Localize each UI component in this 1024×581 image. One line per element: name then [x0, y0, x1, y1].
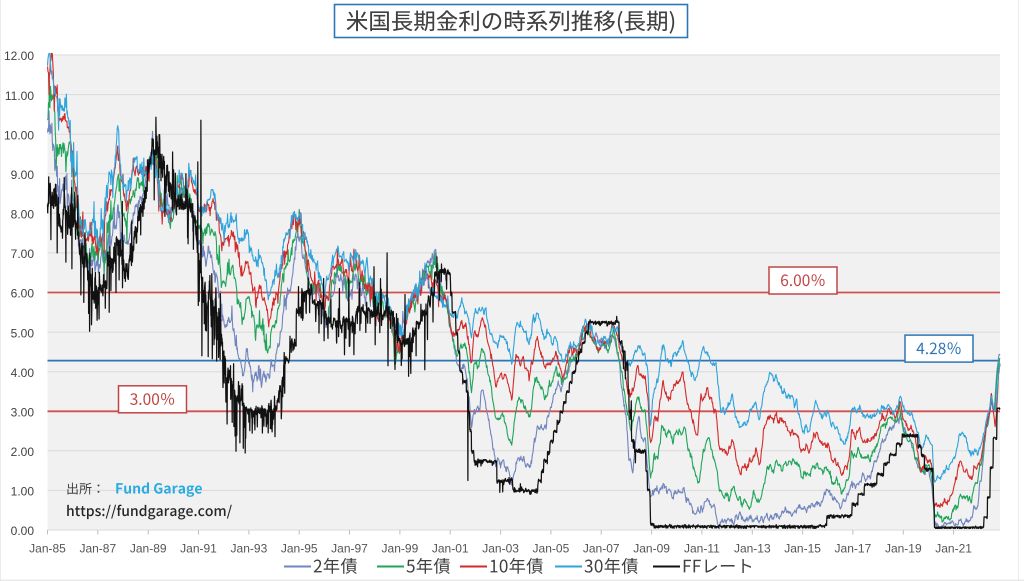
- svg-text:6.00: 6.00: [11, 287, 35, 301]
- svg-text:8.00: 8.00: [11, 208, 35, 222]
- svg-text:Jan-99: Jan-99: [382, 541, 419, 555]
- svg-text:9.00: 9.00: [11, 168, 35, 182]
- svg-text:Jan-91: Jan-91: [180, 541, 217, 555]
- svg-text:Jan-87: Jan-87: [79, 541, 116, 555]
- svg-text:3.00: 3.00: [11, 406, 35, 420]
- svg-text:Jan-89: Jan-89: [130, 541, 167, 555]
- svg-text:Jan-15: Jan-15: [784, 541, 821, 555]
- svg-text:4.00: 4.00: [11, 366, 35, 380]
- svg-text:Jan-93: Jan-93: [231, 541, 268, 555]
- svg-text:7.00: 7.00: [11, 247, 35, 261]
- svg-text:Jan-01: Jan-01: [432, 541, 469, 555]
- svg-text:5.00: 5.00: [11, 326, 35, 340]
- svg-text:12.00: 12.00: [4, 49, 34, 63]
- svg-text:Jan-17: Jan-17: [835, 541, 872, 555]
- svg-text:Jan-21: Jan-21: [935, 541, 972, 555]
- svg-text:Jan-13: Jan-13: [734, 541, 771, 555]
- svg-text:11.00: 11.00: [5, 89, 34, 103]
- svg-text:Jan-97: Jan-97: [331, 541, 368, 555]
- svg-text:Jan-19: Jan-19: [885, 541, 922, 555]
- svg-text:2.00: 2.00: [11, 445, 35, 459]
- svg-text:Jan-85: Jan-85: [29, 541, 66, 555]
- svg-text:1.00: 1.00: [11, 485, 35, 499]
- svg-text:Jan-09: Jan-09: [633, 541, 670, 555]
- svg-text:Jan-07: Jan-07: [583, 541, 620, 555]
- svg-text:Jan-03: Jan-03: [482, 541, 519, 555]
- svg-text:Jan-11: Jan-11: [684, 541, 720, 555]
- svg-text:Jan-05: Jan-05: [533, 541, 570, 555]
- svg-text:Jan-95: Jan-95: [281, 541, 318, 555]
- svg-text:0.00: 0.00: [11, 524, 35, 538]
- svg-text:10.00: 10.00: [4, 128, 34, 142]
